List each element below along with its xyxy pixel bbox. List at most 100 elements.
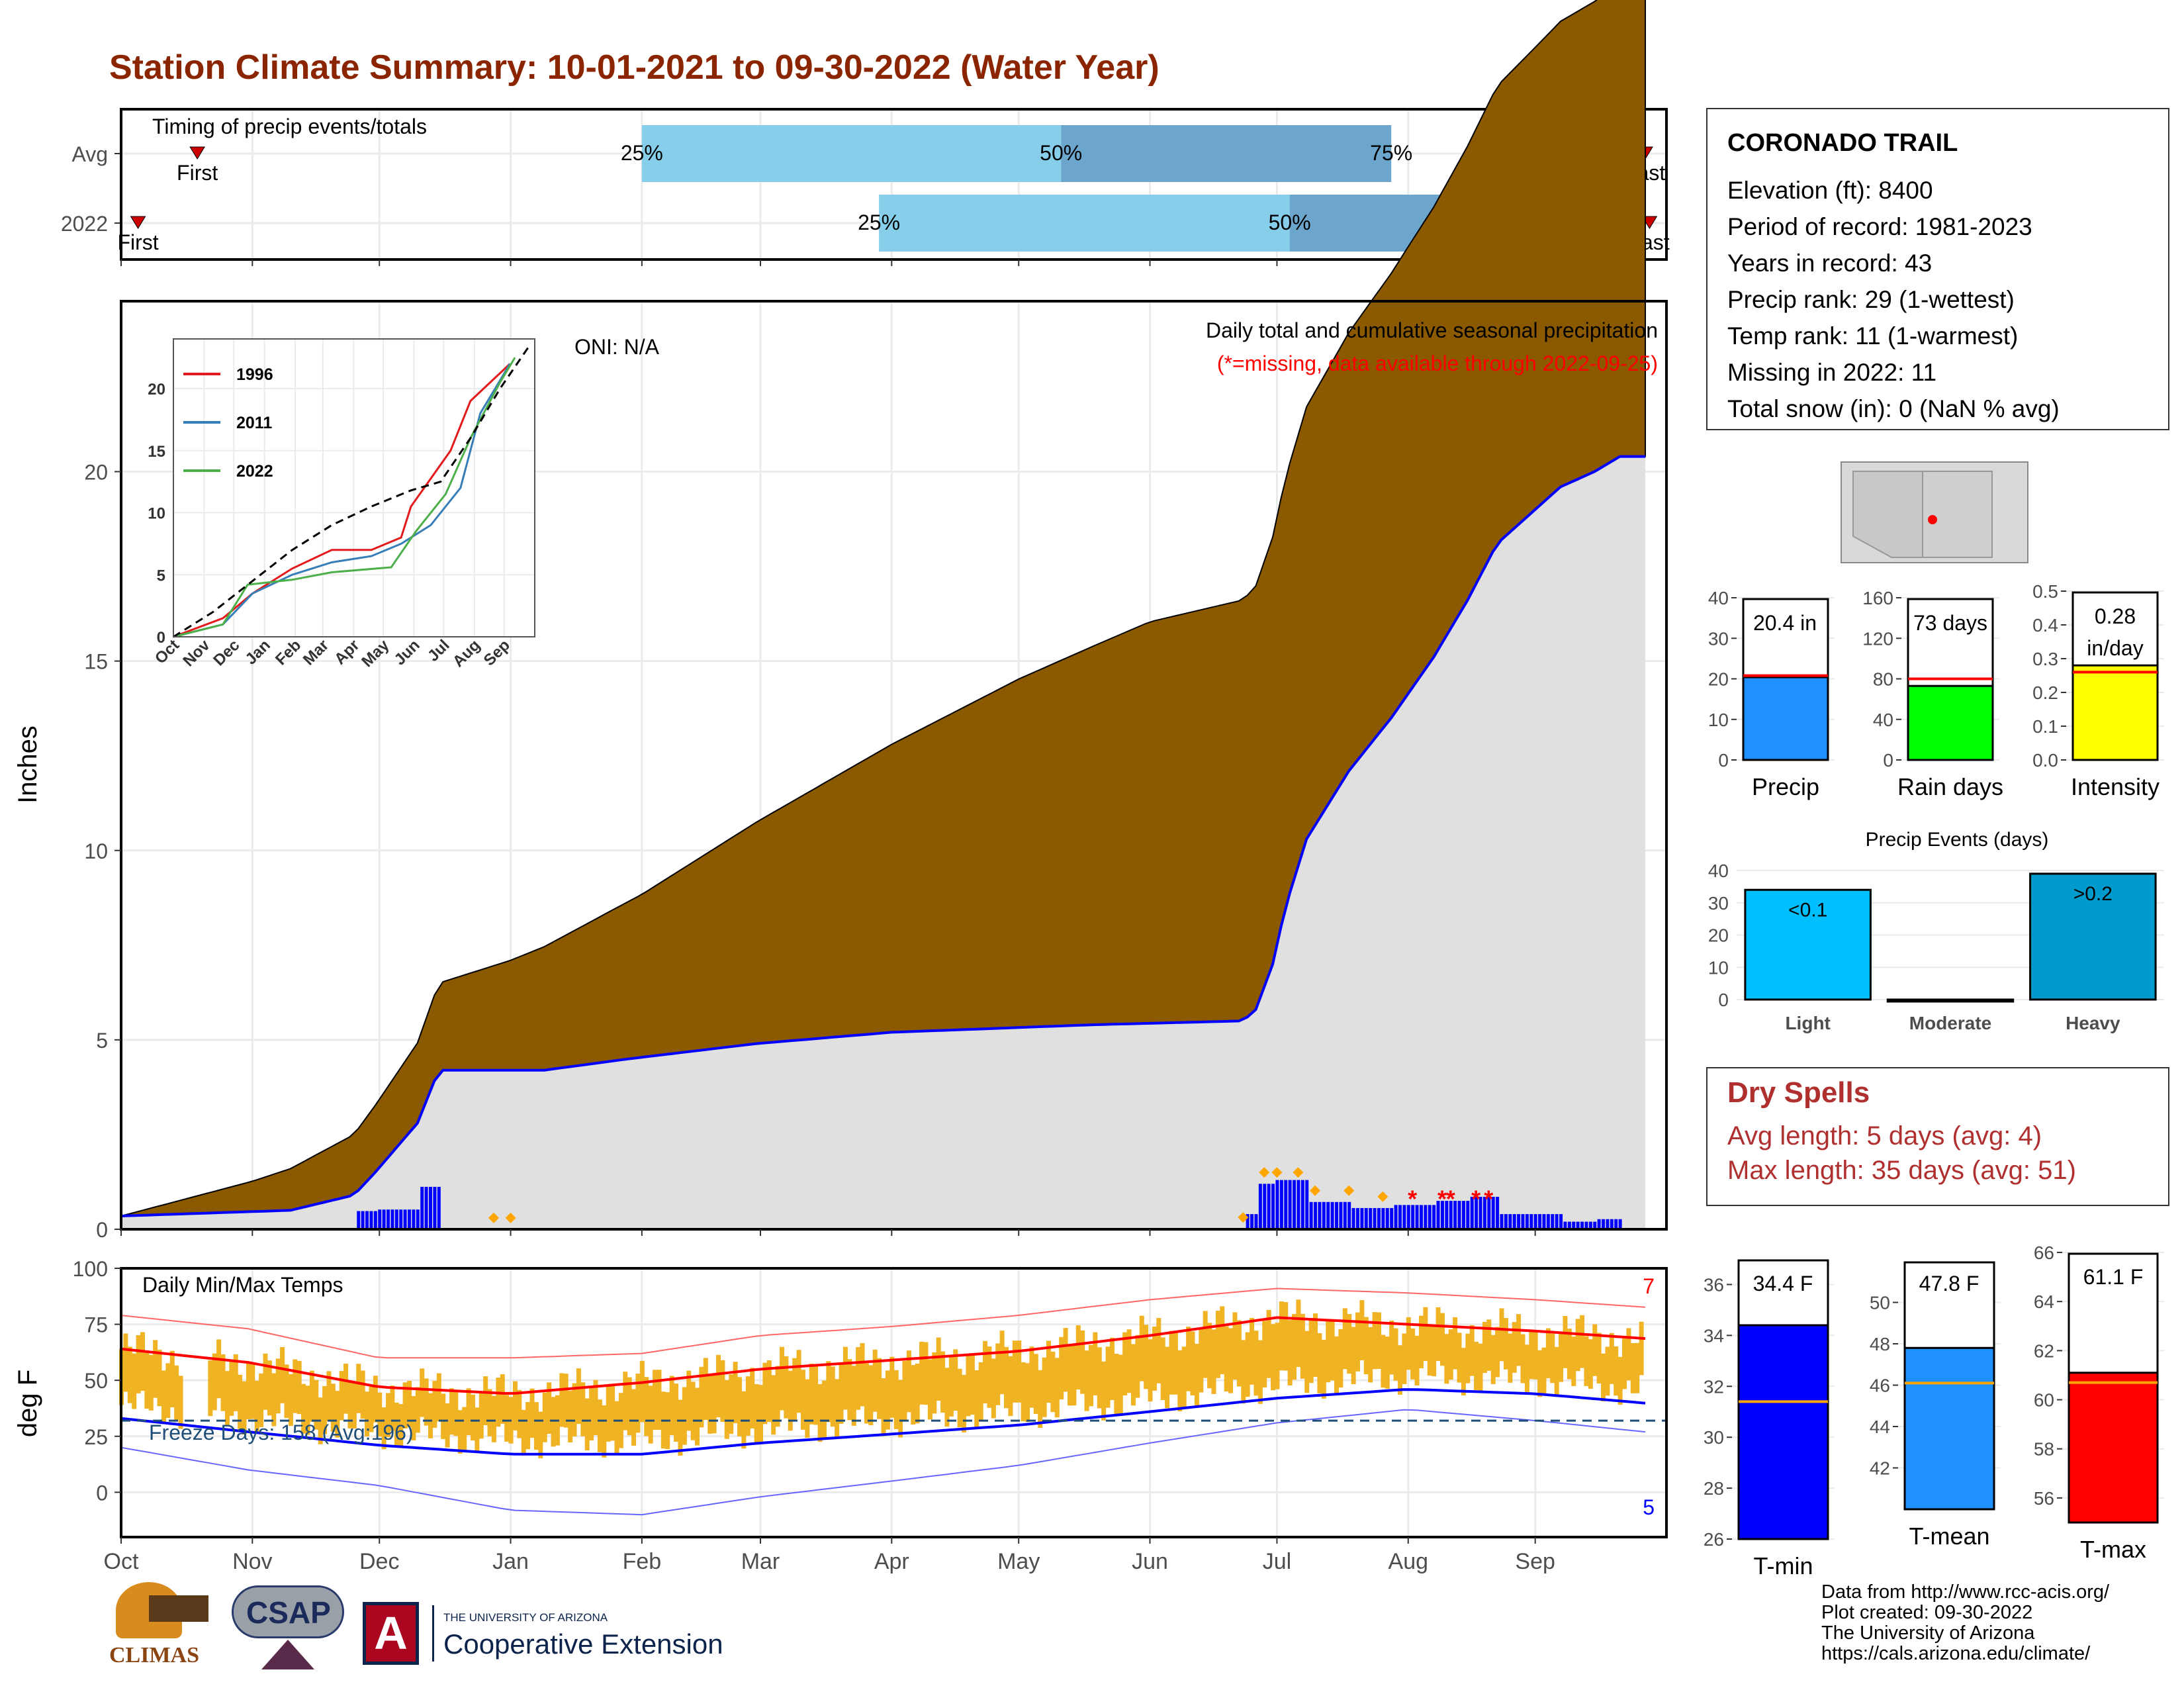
timing-q75-label: 75% (1370, 141, 1412, 165)
intensity-chart-unit-label: in/day (2087, 636, 2143, 660)
daily-temp-bar (1194, 1344, 1199, 1407)
tmean-chart-y-tick-label: 46 (1870, 1376, 1890, 1396)
precip-total-chart-y-tick-label: 10 (1708, 710, 1729, 730)
station-line: Years in record: 43 (1727, 250, 1933, 277)
daily-precip-bar (1461, 1201, 1465, 1229)
event-marker (1293, 1167, 1304, 1178)
daily-precip-bar (1377, 1207, 1381, 1229)
daily-precip-bar (1500, 1214, 1504, 1229)
inset-y-tick-label: 0 (157, 629, 165, 647)
precip-events-value-label: <0.1 (1788, 899, 1827, 921)
inset-y-tick-label: 15 (148, 443, 165, 461)
daily-temp-bar (521, 1409, 526, 1456)
tmax-chart-y-tick-label: 66 (2034, 1243, 2054, 1263)
tmax-chart-bar (2068, 1372, 2159, 1524)
daily-temp-bar (1093, 1332, 1098, 1395)
daily-temp-bar (1423, 1307, 1428, 1361)
precip-events-title: Precip Events (days) (1866, 829, 2049, 851)
daily-precip-bar (1402, 1205, 1406, 1229)
x-month-label: Mar (741, 1549, 780, 1574)
daily-temp-bar (974, 1370, 979, 1429)
ua-small-text: THE UNIVERSITY OF ARIZONA (443, 1611, 608, 1624)
daily-precip-bar (1415, 1205, 1419, 1229)
daily-precip-bar (1475, 1196, 1479, 1229)
daily-temp-bar (457, 1410, 463, 1454)
daily-temp-bar (1469, 1325, 1475, 1376)
daily-precip-bar (1309, 1201, 1313, 1229)
inset-legend-label: 2011 (236, 414, 272, 432)
daily-temp-bar (1245, 1332, 1250, 1397)
daily-temp-bar (813, 1364, 819, 1425)
daily-temp-bar (648, 1385, 653, 1444)
daily-temp-bar (1486, 1319, 1492, 1371)
daily-temp-bar (703, 1358, 708, 1420)
daily-precip-bar (1326, 1201, 1330, 1229)
daily-temp-bar (948, 1356, 954, 1417)
daily-temp-bar (407, 1380, 412, 1428)
daily-precip-bar (1343, 1201, 1347, 1229)
daily-temp-bar (720, 1360, 725, 1422)
footer-credits: Data from http://www.rcc-acis.org/Plot c… (1821, 1582, 2109, 1664)
daily-temp-bar (1126, 1329, 1132, 1393)
daily-temp-bar (860, 1342, 865, 1407)
dry-spells-avg: Avg length: 5 days (avg: 4) (1727, 1121, 2042, 1150)
daily-temp-bar (856, 1347, 861, 1410)
daily-precip-bar (1496, 1196, 1500, 1229)
average-min-line (120, 1388, 1646, 1456)
daily-temp-bar (487, 1389, 492, 1436)
first-event-marker (189, 146, 206, 160)
intensity-chart-category-label: Intensity (2071, 773, 2160, 800)
event-marker (505, 1212, 516, 1223)
daily-temp-bar (288, 1374, 293, 1427)
daily-temp-bar (1021, 1362, 1026, 1421)
daily-temp-bar (1414, 1335, 1420, 1386)
precip-events-category-label: Light (1785, 1013, 1830, 1033)
daily-precip-bar (1597, 1219, 1601, 1229)
precip-total-chart-y-tick-label: 0 (1718, 750, 1729, 771)
daily-precip-bar (1279, 1180, 1283, 1229)
daily-temp-bar (995, 1343, 1001, 1405)
daily-precip-bar (416, 1209, 420, 1229)
daily-temp-bar (745, 1376, 751, 1436)
daily-temp-bar (1236, 1320, 1242, 1387)
footer-line: The University of Arizona (1821, 1622, 2035, 1644)
daily-precip-bar (1271, 1184, 1275, 1229)
daily-temp-bar (174, 1365, 179, 1421)
daily-temp-bar (551, 1397, 556, 1447)
daily-temp-bar (1190, 1331, 1195, 1395)
daily-temp-bar (635, 1374, 641, 1433)
daily-precip-bar (1559, 1214, 1563, 1229)
daily-temp-bar (999, 1331, 1005, 1395)
timing-row-label: Avg (71, 142, 108, 166)
daily-temp-bar (512, 1381, 518, 1430)
daily-precip-bar (1551, 1214, 1555, 1229)
tmin-chart-value-label: 34.4 F (1753, 1272, 1813, 1295)
daily-temp-bar (597, 1399, 602, 1452)
daily-temp-bar (851, 1366, 856, 1426)
current-cumulative-line (120, 455, 1645, 1217)
precip-y-tick-label: 5 (96, 1029, 108, 1053)
daily-temp-bar (373, 1376, 378, 1423)
intensity-chart-y-tick-label: 0.2 (2032, 682, 2058, 703)
daily-temp-bar (1499, 1308, 1504, 1362)
daily-temp-bar (1308, 1319, 1314, 1383)
x-month-label: Sep (1515, 1549, 1555, 1574)
daily-temp-bar (842, 1346, 848, 1410)
daily-precip-bar (1347, 1201, 1351, 1229)
daily-temp-bar (589, 1386, 594, 1440)
daily-temp-bar (478, 1391, 484, 1439)
tmax-chart-y-tick-label: 56 (2034, 1488, 2054, 1509)
dry-spells-box: Dry Spells Avg length: 5 days (avg: 4) M… (1706, 1067, 2169, 1206)
daily-temp-bar (1550, 1333, 1555, 1383)
inset-legend-label: 1996 (236, 365, 273, 384)
daily-precip-bar (420, 1186, 424, 1229)
daily-temp-bar (983, 1340, 988, 1403)
daily-precip-bar (382, 1209, 386, 1229)
daily-precip-bar (373, 1211, 377, 1229)
precip-y-tick-label: 10 (84, 839, 108, 863)
oni-label: ONI: N/A (574, 335, 660, 359)
daily-temp-bar (1439, 1313, 1445, 1366)
daily-temp-bar (915, 1364, 920, 1424)
csap-logo: CSAP (232, 1585, 347, 1675)
